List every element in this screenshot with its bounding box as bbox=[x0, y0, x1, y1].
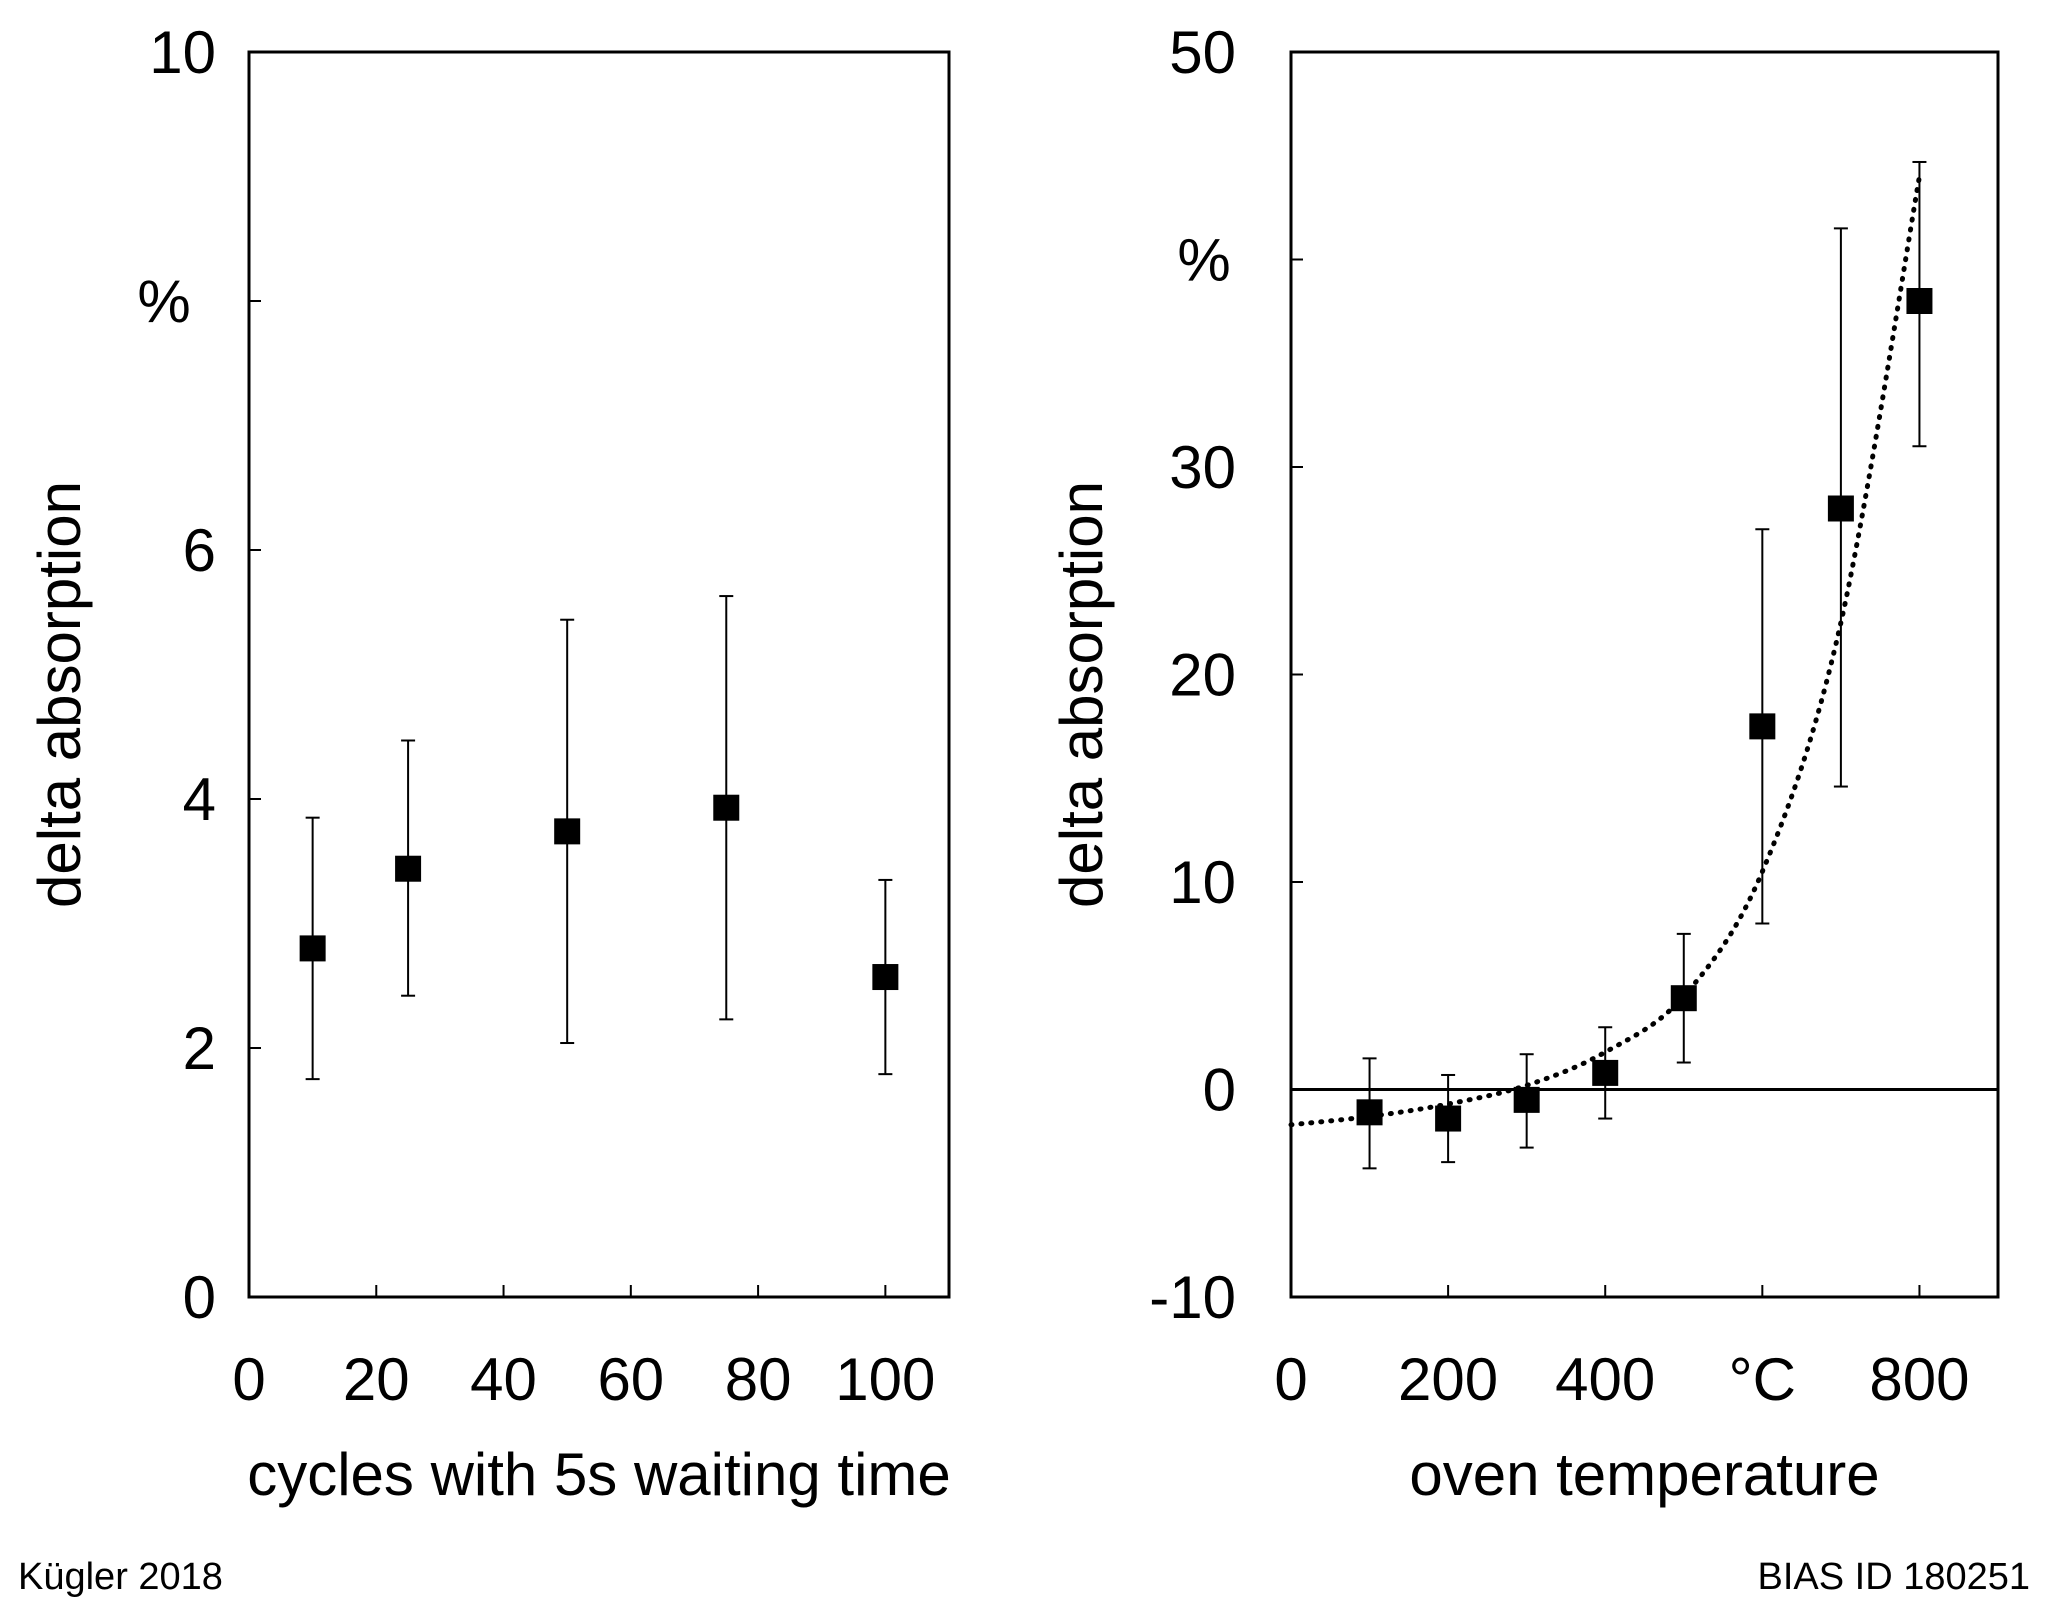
y-tick-label: 2 bbox=[183, 1015, 216, 1082]
data-point bbox=[713, 794, 740, 821]
x-axis-title: oven temperature bbox=[1409, 1441, 1879, 1508]
chart-oven-temperature: -10 0 10 20 30 50% 0 200 400 °C 800 oven temperatur… bbox=[1048, 19, 2000, 1508]
data-point bbox=[554, 818, 581, 845]
y-axis-title: delta absorption bbox=[1048, 481, 1115, 908]
plot-frame bbox=[247, 50, 951, 1299]
data-point bbox=[1513, 1086, 1540, 1113]
x-tick-label: 80 bbox=[725, 1346, 792, 1413]
chart-cycles: 0 2 4 6 10% 0 20 40 60 80 100 cycles with 5s waitin… bbox=[26, 19, 951, 1508]
data-point bbox=[1906, 288, 1933, 314]
x-tick-label: 200 bbox=[1398, 1346, 1498, 1413]
data-point bbox=[395, 855, 422, 882]
x-tick-label: 100 bbox=[835, 1346, 935, 1413]
y-tick-label: 20 bbox=[1169, 642, 1236, 709]
data-point bbox=[1592, 1059, 1619, 1086]
data-point bbox=[1749, 713, 1776, 740]
data-point bbox=[872, 964, 899, 991]
data-point bbox=[299, 935, 326, 962]
x-axis-title: cycles with 5s waiting time bbox=[247, 1441, 951, 1508]
y-tick-label: 50 bbox=[1169, 19, 1236, 86]
y-tick-label: 10 bbox=[149, 19, 216, 86]
x-tick-label: °C bbox=[1729, 1346, 1796, 1413]
x-tick-label: 800 bbox=[1869, 1346, 1969, 1413]
y-unit-label: % bbox=[137, 268, 190, 335]
plot-frame bbox=[1289, 50, 2000, 1299]
x-tick-label: 400 bbox=[1555, 1346, 1655, 1413]
data-point bbox=[1827, 495, 1854, 522]
x-tick-label: 40 bbox=[470, 1346, 537, 1413]
y-axis-title: delta absorption bbox=[26, 481, 93, 908]
fit-curve bbox=[1288, 174, 1922, 1128]
y-tick-label: 4 bbox=[183, 766, 216, 833]
y-tick-label: -10 bbox=[1149, 1264, 1236, 1331]
y-tick-label: 0 bbox=[183, 1264, 216, 1331]
data-point bbox=[1670, 985, 1697, 1012]
data-point bbox=[1435, 1105, 1462, 1132]
y-unit-label: % bbox=[1177, 227, 1230, 294]
x-tick-label: 60 bbox=[597, 1346, 664, 1413]
x-tick-label: 0 bbox=[232, 1346, 265, 1413]
x-tick-label: 0 bbox=[1274, 1346, 1307, 1413]
bias-id-credit: BIAS ID 180251 bbox=[1757, 1556, 2030, 1598]
author-credit: Kügler 2018 bbox=[18, 1556, 223, 1598]
x-tick-label: 20 bbox=[343, 1346, 410, 1413]
data-point bbox=[1356, 1099, 1383, 1126]
y-tick-label: 6 bbox=[183, 517, 216, 584]
y-tick-label: 0 bbox=[1203, 1057, 1236, 1124]
y-tick-label: 10 bbox=[1169, 849, 1236, 916]
y-tick-label: 30 bbox=[1169, 434, 1236, 501]
